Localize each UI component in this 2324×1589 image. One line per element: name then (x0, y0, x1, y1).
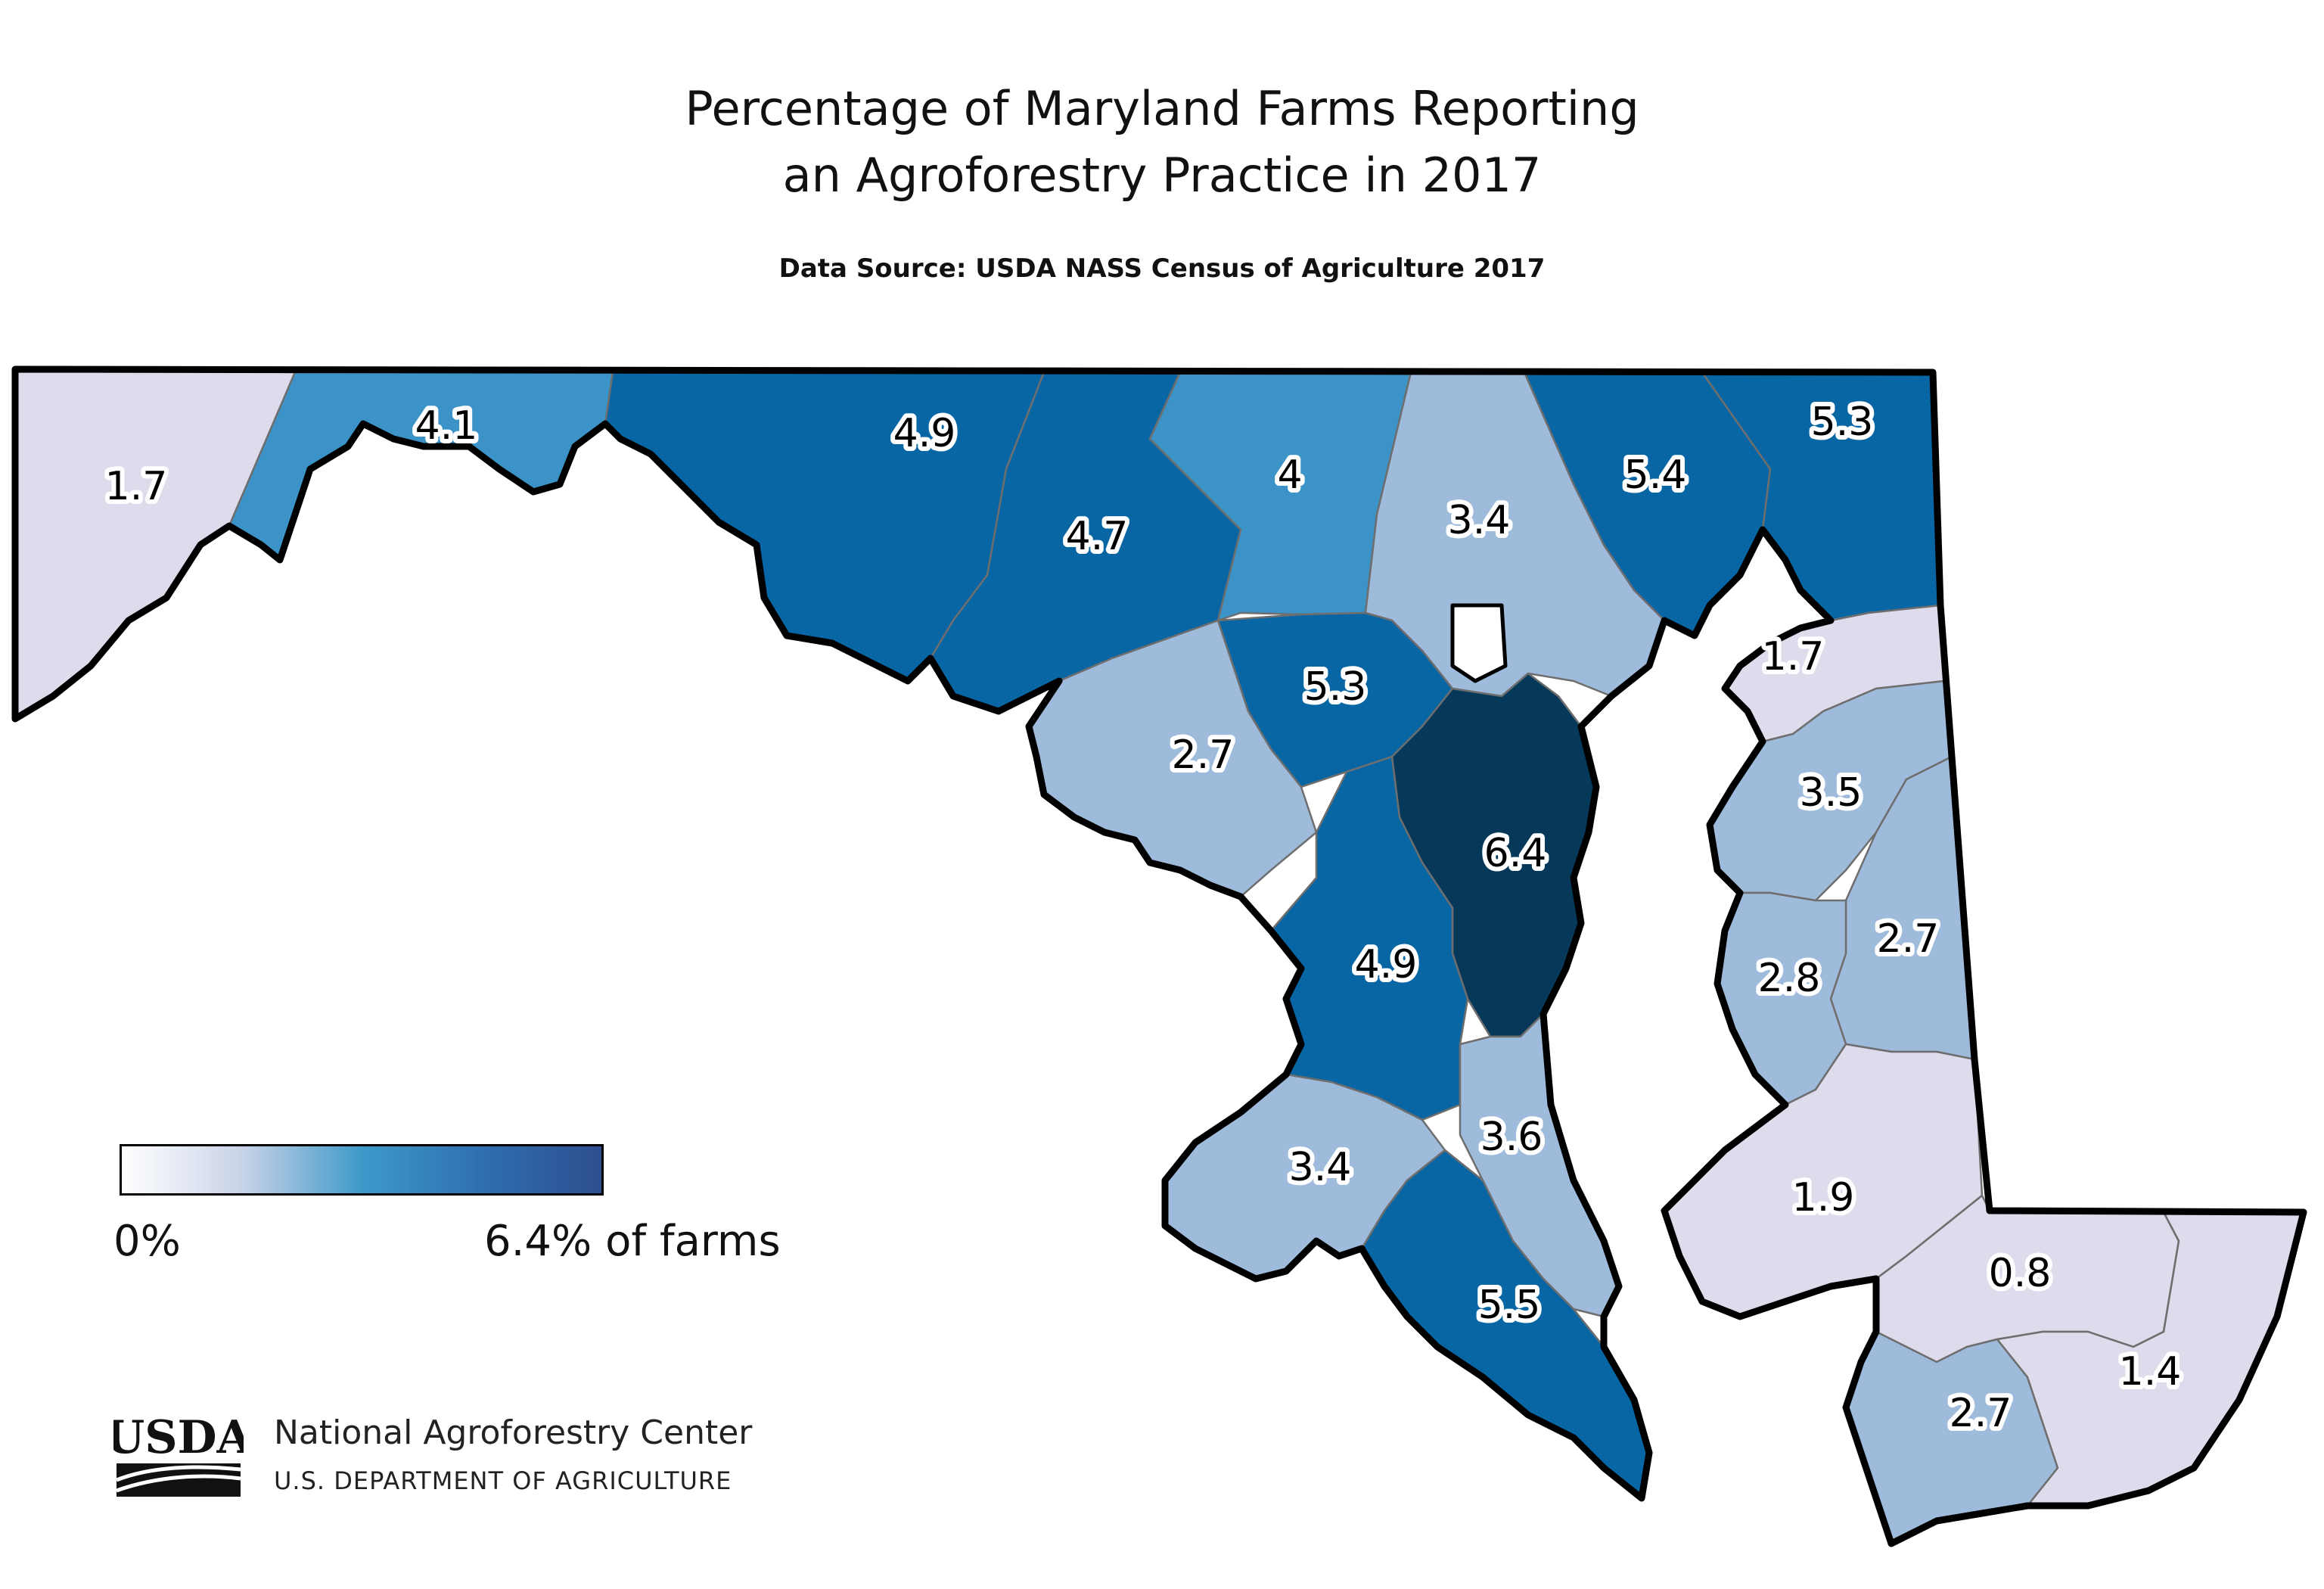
label-prince-georges: 4.9 (1355, 942, 1418, 987)
map-title: Percentage of Maryland Farms Reporting a… (0, 76, 2324, 209)
usda-wordmark: USDA (113, 1411, 244, 1464)
label-montgomery: 2.7 (1172, 732, 1235, 778)
county-garrett (14, 368, 297, 720)
label-washington: 4.9 (893, 411, 956, 456)
label-talbot: 2.8 (1758, 956, 1821, 1001)
label-worcester: 1.4 (2119, 1349, 2182, 1395)
legend-max-label: 6.4% of farms (484, 1217, 781, 1266)
label-howard: 5.3 (1304, 664, 1367, 710)
data-source: Data Source: USDA NASS Census of Agricul… (778, 253, 1546, 284)
label-st-marys: 5.5 (1478, 1283, 1541, 1328)
label-wicomico: 0.8 (1989, 1251, 2052, 1296)
legend-color-ramp (120, 1144, 604, 1196)
legend-min-label: 0% (113, 1217, 181, 1266)
baltimore-city-outline (1450, 603, 1508, 683)
map-title-line2: an Agroforestry Practice in 2017 (782, 148, 1542, 203)
label-dorchester: 1.9 (1792, 1175, 1855, 1221)
label-queen-annes: 3.5 (1800, 770, 1863, 816)
center-name: National Agroforestry Center (274, 1413, 753, 1452)
label-harford: 5.4 (1624, 452, 1687, 498)
label-calvert: 3.6 (1480, 1115, 1543, 1160)
label-allegany: 4.1 (415, 403, 478, 449)
map-title-line1: Percentage of Maryland Farms Reporting (685, 81, 1639, 136)
label-baltimore: 3.4 (1448, 498, 1511, 543)
label-charles: 3.4 (1289, 1145, 1352, 1190)
state-outline (11, 365, 2307, 1547)
label-cecil: 5.3 (1811, 400, 1874, 445)
label-anne-arundel: 6.4 (1484, 831, 1547, 876)
department-name: U.S. DEPARTMENT OF AGRICULTURE (274, 1466, 732, 1495)
label-somerset: 2.7 (1950, 1391, 2012, 1436)
label-carroll: 4 (1277, 452, 1302, 498)
label-caroline: 2.7 (1877, 916, 1940, 962)
label-kent: 1.7 (1762, 634, 1825, 679)
usda-logo: USDA (113, 1411, 244, 1497)
label-frederick: 4.7 (1066, 514, 1129, 559)
label-garrett: 1.7 (105, 464, 168, 509)
